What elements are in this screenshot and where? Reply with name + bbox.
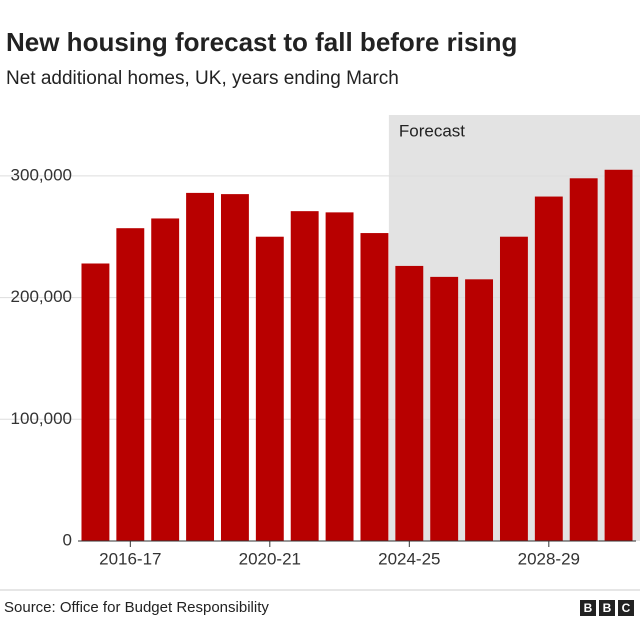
logo-box [618,600,634,616]
bar [255,236,284,541]
x-tick-label: 2020-21 [239,549,301,568]
logo-letter: B [603,601,612,615]
bar [325,212,354,541]
bar [116,228,145,542]
bar [360,233,389,541]
bar [499,236,528,541]
x-tick-label: 2028-29 [518,549,580,568]
logo-box [580,600,596,616]
source: Source: Office for Budget Responsibility [4,599,269,616]
bar [465,279,494,541]
bar [81,263,110,541]
logo: B B C [580,600,634,616]
bar [290,211,319,541]
forecast-label: Forecast [399,121,465,140]
bar [395,265,424,541]
bar [604,169,633,541]
bar [430,276,459,541]
chart-title: New housing forecast to fall before risi… [6,27,517,57]
logo-letter: B [584,601,593,615]
plot-area: Forecast 0 100,000 200,000 300,000 2016-17 202… [0,115,640,568]
logo-letter: C [622,601,631,615]
y-tick-label: 0 [63,530,72,549]
y-tick-label: 100,000 [11,409,72,428]
bar [534,196,563,541]
bar [186,192,215,541]
y-tick-label: 200,000 [11,287,72,306]
y-tick-label: 300,000 [11,165,72,184]
bar [151,218,180,541]
bar [569,178,598,541]
chart-subtitle: Net additional homes, UK, years ending M… [6,68,399,89]
x-tick-label: 2024-25 [378,549,440,568]
bar [220,194,249,541]
x-tick-label: 2016-17 [99,549,161,568]
logo-box [599,600,615,616]
